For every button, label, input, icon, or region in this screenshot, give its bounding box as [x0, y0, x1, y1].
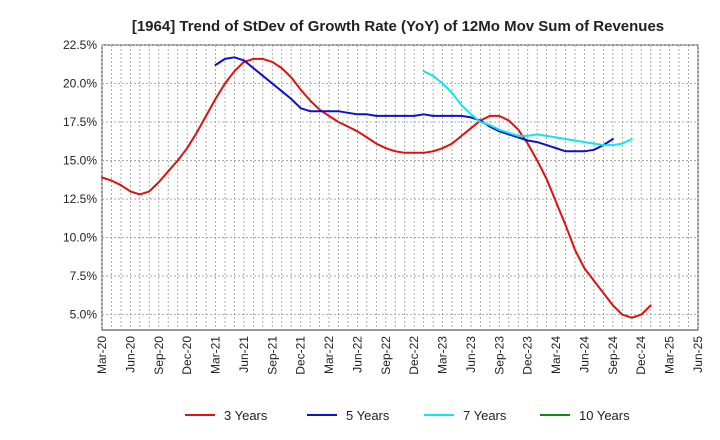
chart-title: [1964] Trend of StDev of Growth Rate (Yo…	[132, 18, 664, 35]
series-lines	[101, 56, 652, 319]
legend: 3 Years 5 Years 7 Years 10 Years	[185, 408, 630, 423]
x-tick-label: Dec-20	[180, 336, 194, 375]
series-line-5-years	[214, 56, 614, 153]
x-tick-label: Jun-21	[237, 336, 251, 373]
x-tick-label: Mar-25	[663, 336, 677, 374]
y-tick-label: 22.5%	[63, 38, 97, 52]
grid-lines	[101, 44, 699, 330]
x-tick-label: Jun-22	[350, 336, 364, 373]
x-tick-label: Sep-24	[606, 336, 620, 375]
x-tick-label: Mar-20	[95, 336, 109, 374]
x-tick-label: Jun-25	[691, 336, 705, 373]
x-tick-label: Mar-24	[549, 336, 563, 374]
x-tick-label: Sep-22	[379, 336, 393, 375]
x-tick-label: Sep-23	[492, 336, 506, 375]
y-tick-label: 15.0%	[63, 154, 97, 168]
x-tick-label: Sep-21	[265, 336, 279, 375]
y-tick-label: 5.0%	[70, 308, 98, 322]
x-tick-label: Dec-22	[407, 336, 421, 375]
legend-label: 7 Years	[463, 408, 507, 423]
x-tick-label: Sep-20	[152, 336, 166, 375]
y-tick-label: 12.5%	[63, 192, 97, 206]
x-tick-label: Mar-23	[436, 336, 450, 374]
legend-label: 3 Years	[224, 408, 268, 423]
legend-label: 5 Years	[346, 408, 390, 423]
x-tick-label: Dec-23	[521, 336, 535, 375]
y-tick-label: 10.0%	[63, 231, 97, 245]
x-tick-label: Dec-21	[294, 336, 308, 375]
x-tick-label: Mar-21	[209, 336, 223, 374]
y-axis-ticks: 5.0% 7.5% 10.0% 12.5% 15.0% 17.5% 20.0% 22.5%	[63, 38, 97, 322]
y-tick-label: 17.5%	[63, 115, 97, 129]
legend-label: 10 Years	[579, 408, 630, 423]
x-tick-label: Jun-24	[577, 336, 591, 373]
plot-area	[101, 44, 699, 331]
x-tick-label: Jun-23	[464, 336, 478, 373]
series-line-7-years	[422, 70, 633, 147]
y-tick-label: 7.5%	[70, 269, 98, 283]
series-line-3-years	[101, 57, 652, 319]
x-tick-label: Jun-20	[123, 336, 137, 373]
x-axis-ticks: Mar-20 Jun-20 Sep-20 Dec-20 Mar-21 Jun-21 Sep-…	[95, 336, 705, 375]
y-tick-label: 20.0%	[63, 77, 97, 91]
x-tick-label: Dec-24	[634, 336, 648, 375]
x-tick-label: Mar-22	[322, 336, 336, 374]
